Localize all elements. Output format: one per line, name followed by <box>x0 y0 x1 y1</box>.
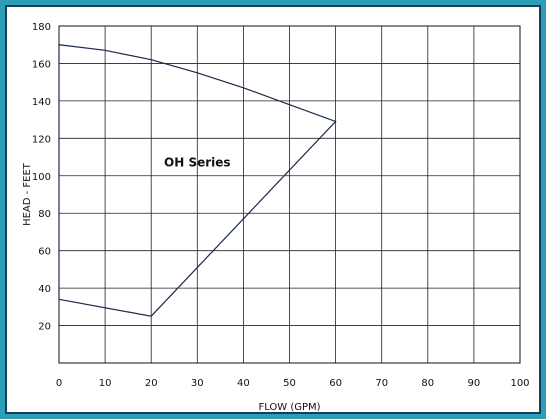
y-tick-label: 40 <box>38 284 51 295</box>
y-tick-label: 120 <box>32 134 51 145</box>
x-tick-label: 90 <box>468 378 481 389</box>
y-tick-label: 160 <box>32 59 51 70</box>
series-label-oh: OH Series <box>164 155 231 169</box>
y-tick-label: 180 <box>32 22 51 33</box>
operating-region <box>58 44 337 317</box>
x-axis-label: FLOW (GPM) <box>258 402 320 413</box>
y-tick-label: 60 <box>38 247 51 258</box>
y-axis-label: HEAD - FEET <box>22 162 33 226</box>
x-tick-labels: 0 10 20 30 40 50 60 70 80 90 100 <box>56 378 530 389</box>
x-tick-label: 70 <box>375 378 388 389</box>
y-tick-label: 80 <box>38 209 51 220</box>
x-tick-label: 100 <box>510 378 529 389</box>
y-tick-labels: 20 40 60 80 100 120 140 160 180 <box>32 22 51 333</box>
x-tick-label: 20 <box>145 378 158 389</box>
x-tick-label: 40 <box>237 378 250 389</box>
x-tick-label: 50 <box>283 378 296 389</box>
x-tick-label: 80 <box>421 378 434 389</box>
y-tick-label: 100 <box>32 172 51 183</box>
x-tick-label: 10 <box>99 378 112 389</box>
chart-panel <box>5 5 541 414</box>
x-tick-label: 60 <box>329 378 342 389</box>
x-tick-label: 30 <box>191 378 204 389</box>
x-tick-label: 0 <box>56 378 62 389</box>
y-tick-label: 20 <box>38 322 51 333</box>
y-tick-label: 140 <box>32 97 51 108</box>
